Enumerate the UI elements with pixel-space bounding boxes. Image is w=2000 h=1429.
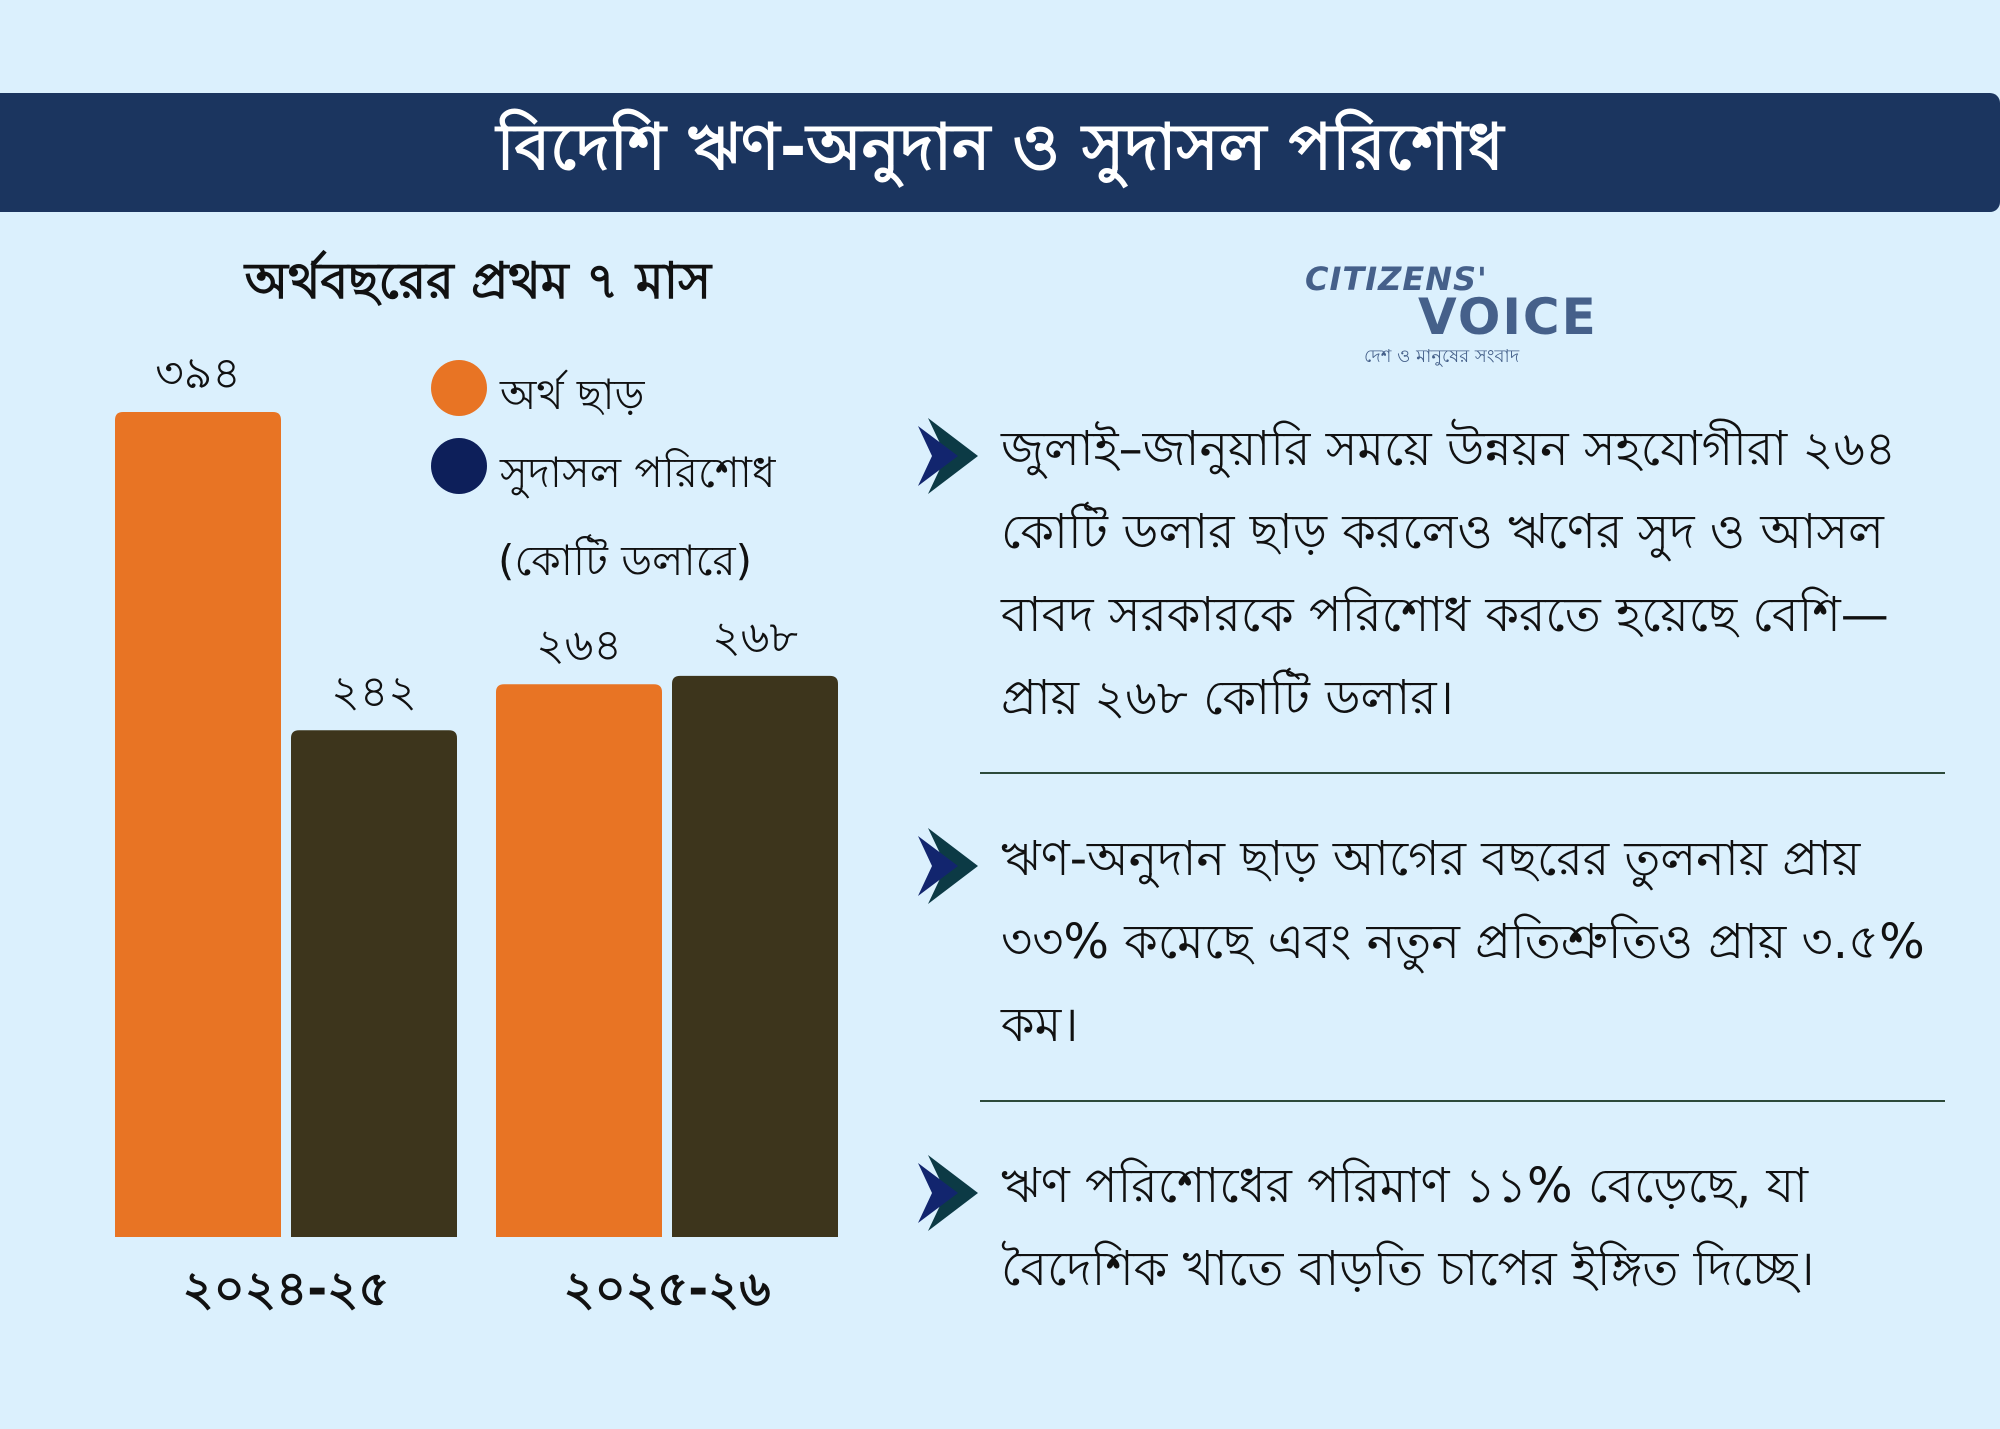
double-chevron-icon (918, 828, 978, 904)
legend-label-repayment: সুদাসল পরিশোধ (500, 448, 776, 497)
citizens-voice-logo: CITIZENS' VOICE দেশ ও মানুষের সংবাদ (1300, 258, 1620, 368)
bullet-text: ঋণ-অনুদান ছাড় আগের বছরের তুলনায় প্রায়… (1001, 831, 1925, 1053)
logo-tagline: দেশ ও মানুষের সংবাদ (1364, 346, 1520, 367)
page-title: বিদেশি ঋণ-অনুদান ও সুদাসল পরিশোধ (496, 111, 1504, 185)
unit-label: (কোটি ডলারে) (498, 536, 752, 585)
legend-swatch-release (431, 360, 487, 416)
bar-chart: ৩৯৪ ২৪২ ২০২৪-২৫ ২৬৪ ২৬৮ ২০২৫-২৬ (115, 348, 838, 1317)
bullet-text: জুলাই–জানুয়ারি সময়ে উন্নয়ন সহযোগীরা ২… (1001, 421, 1896, 726)
divider (980, 772, 1945, 774)
bar-value-label: ২৬৪ (536, 620, 622, 671)
bar (291, 730, 457, 1237)
x-tick-label: ২০২৫-২৬ (563, 1261, 770, 1317)
bar-value-label: ২৬৮ (712, 612, 798, 663)
logo-line2: VOICE (1418, 288, 1598, 346)
x-tick-label: ২০২৪-২৫ (182, 1261, 389, 1317)
bar (115, 412, 281, 1237)
bar-value-label: ২৪২ (331, 666, 417, 717)
bar (496, 684, 662, 1237)
double-chevron-icon (918, 418, 978, 494)
title-banner: বিদেশি ঋণ-অনুদান ও সুদাসল পরিশোধ (0, 93, 2000, 212)
double-chevron-icon (918, 1155, 978, 1231)
legend-swatch-repayment (431, 438, 487, 494)
logo-line1: CITIZENS' (1305, 260, 1488, 298)
divider (980, 1100, 1945, 1102)
chart-subtitle: অর্থবছরের প্রথম ৭ মাস (244, 252, 712, 310)
legend-label-release: অর্থ ছাড় (500, 370, 645, 419)
bar-value-label: ৩৯৪ (155, 348, 241, 399)
bullet-text: ঋণ পরিশোধের পরিমাণ ১১% বেড়েছে, যা বৈদেশ… (1001, 1158, 1815, 1297)
bar (672, 675, 838, 1237)
